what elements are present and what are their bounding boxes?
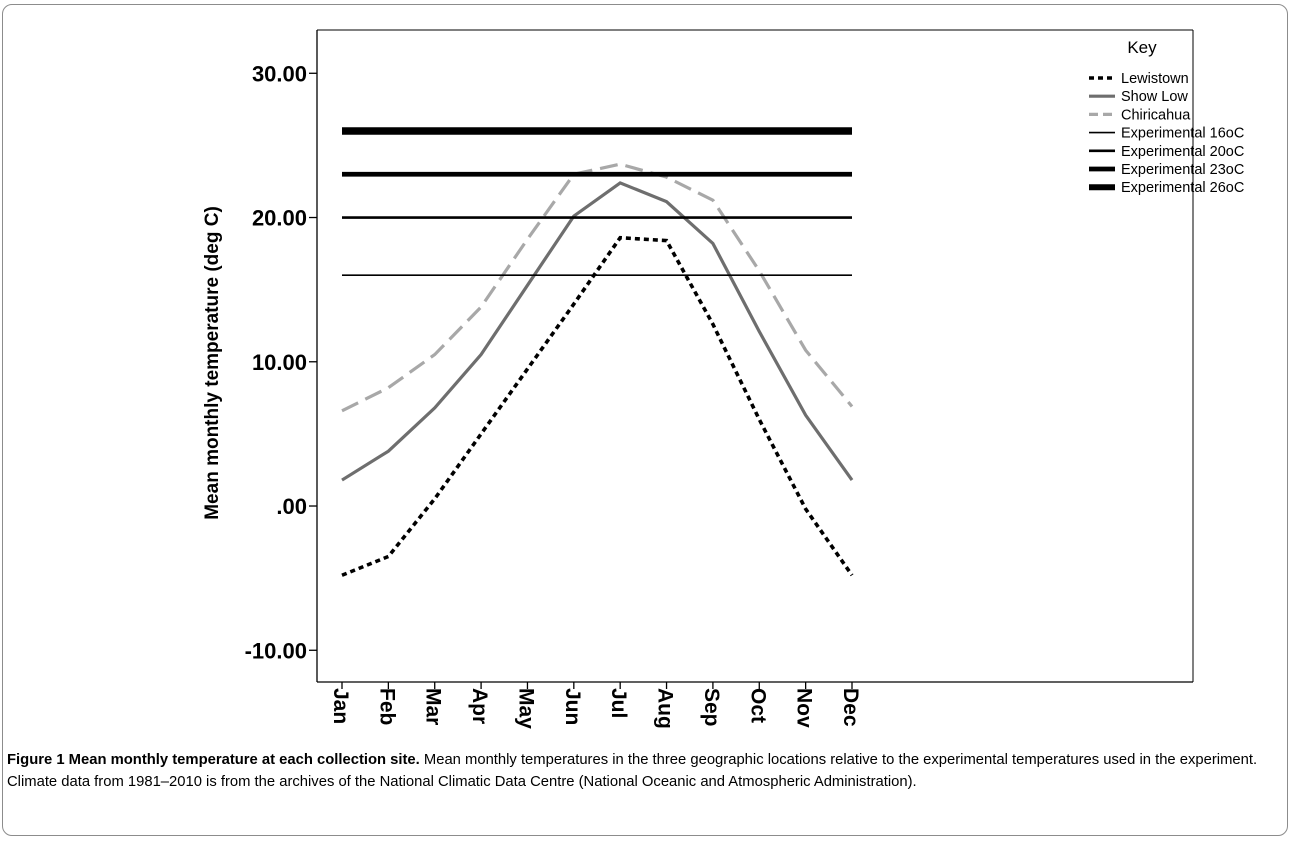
- legend-label: Show Low: [1121, 89, 1188, 105]
- legend-label: Lewistown: [1121, 71, 1189, 87]
- x-tick-label: Jul: [607, 688, 630, 718]
- legend-label: Experimental 16oC: [1121, 126, 1244, 142]
- y-tick-label: -10.00: [245, 638, 307, 663]
- y-tick-label: 30.00: [252, 61, 307, 86]
- x-tick-label: Feb: [375, 688, 398, 725]
- line-chart: Mean monthly temperature (deg C) -10.00.…: [202, 29, 1244, 729]
- x-tick-label: May: [514, 688, 537, 729]
- y-tick-label: .00: [276, 494, 307, 519]
- x-tick-label: Nov: [793, 688, 816, 728]
- x-tick-label: Sep: [700, 688, 723, 727]
- x-tick-label: Jun: [561, 688, 584, 725]
- y-axis-label: Mean monthly temperature (deg C): [202, 206, 223, 520]
- legend-label: Experimental 23oC: [1121, 162, 1244, 178]
- legend-label: Chiricahua: [1121, 107, 1191, 123]
- figure-frame: [2, 4, 1288, 836]
- series-line-show-low: [341, 181, 854, 482]
- figure-caption: Figure 1 Mean monthly temperature at eac…: [7, 749, 1277, 793]
- x-tick-label: Jan: [329, 688, 352, 724]
- legend-label: Experimental 20oC: [1121, 144, 1244, 160]
- x-tick-label: Oct: [746, 688, 769, 723]
- x-tick-label: Aug: [654, 688, 677, 729]
- legend: Key Lewistown Show Low Chiricahua Experimen…: [1089, 38, 1244, 196]
- series-line-chiricahua: [341, 162, 854, 413]
- caption-title: Figure 1 Mean monthly temperature at eac…: [7, 752, 420, 768]
- series-line-lewistown: [341, 235, 854, 577]
- legend-label: Experimental 26oC: [1121, 180, 1244, 196]
- caption-text: Mean monthly temperatures in the three g…: [7, 752, 1258, 790]
- x-tick-label: Apr: [468, 688, 491, 724]
- x-tick-label: Dec: [839, 688, 862, 727]
- y-tick-label: 20.00: [252, 206, 307, 231]
- y-tick-label: 10.00: [252, 350, 307, 375]
- legend-title: Key: [1127, 38, 1157, 57]
- x-tick-label: Mar: [422, 688, 445, 725]
